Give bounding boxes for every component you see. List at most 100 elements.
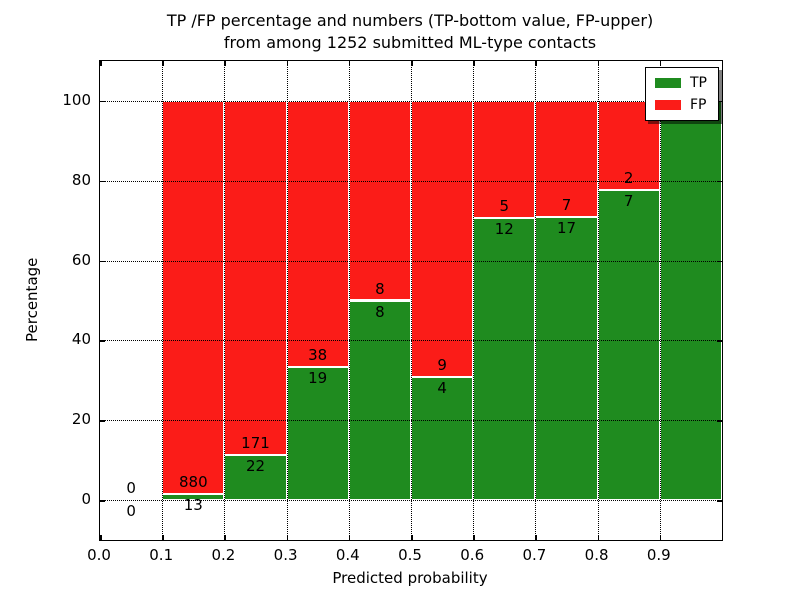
fp-count-label: 8 — [375, 279, 385, 298]
y-tick-label: 20 — [71, 410, 91, 429]
x-tick-label: 0.6 — [460, 546, 485, 564]
fp-count-label: 2 — [623, 168, 634, 187]
y-tick-mark — [717, 100, 722, 103]
x-tick-mark — [411, 61, 413, 66]
legend-entry-fp: FP — [655, 98, 707, 112]
x-tick-mark — [659, 535, 662, 540]
y-tick-mark — [100, 100, 105, 103]
x-gridline — [162, 61, 164, 540]
tp-count-label: 4 — [437, 379, 447, 398]
x-tick-mark — [659, 61, 662, 66]
y-tick-mark — [717, 500, 722, 502]
y-tick-mark — [100, 420, 105, 422]
fp-count-label: 5 — [499, 197, 510, 216]
y-tick-mark — [100, 180, 105, 183]
x-tick-label: 0.7 — [522, 546, 547, 564]
tp-bar — [473, 218, 536, 501]
x-tick-mark — [100, 535, 102, 540]
x-gridline — [535, 61, 537, 540]
y-tick-label: 40 — [71, 330, 91, 349]
y-tick-mark — [100, 260, 105, 263]
y-tick-mark — [100, 340, 105, 342]
x-tick-mark — [473, 61, 475, 66]
x-tick-mark — [162, 535, 164, 540]
x-tick-mark — [348, 535, 351, 540]
tp-bar — [597, 189, 660, 501]
y-tick-mark — [100, 500, 105, 502]
x-tick-label: 0.0 — [87, 546, 111, 564]
legend-swatch-tp — [655, 78, 681, 88]
x-tick-mark — [100, 61, 102, 66]
tp-count-label: 0 — [126, 502, 136, 521]
x-tick-mark — [348, 61, 351, 66]
chart-title-line2: from among 1252 submitted ML-type contac… — [223, 33, 597, 52]
legend: TP FP — [645, 67, 719, 121]
fp-count-label: 880 — [178, 473, 208, 492]
legend-label-fp: FP — [690, 97, 707, 113]
x-gridline — [473, 61, 475, 540]
y-tick-label: 0 — [81, 490, 91, 509]
x-gridline — [411, 61, 412, 540]
fp-count-label: 9 — [437, 356, 447, 375]
x-axis-label: Predicted probability — [332, 569, 488, 587]
fp-bar — [348, 100, 411, 301]
y-tick-mark — [717, 340, 722, 342]
chart-title: TP /FP percentage and numbers (TP-bottom… — [99, 10, 721, 54]
fp-bar — [286, 100, 349, 368]
fp-bar — [535, 100, 598, 218]
x-tick-mark — [535, 61, 537, 66]
x-tick-mark — [597, 61, 600, 66]
legend-label-tp: TP — [690, 75, 707, 91]
tp-bar — [535, 217, 598, 501]
y-tick-label: 80 — [71, 170, 91, 189]
fp-count-label: 0 — [126, 479, 136, 498]
y-tick-labels: 0 20 40 60 80 100 — [0, 60, 91, 539]
x-tick-mark — [286, 535, 289, 540]
x-gridline — [597, 61, 599, 540]
tp-count-label: 22 — [245, 456, 266, 475]
tp-bar — [411, 377, 474, 501]
tp-count-label: 17 — [556, 219, 577, 238]
tp-bar — [224, 454, 287, 501]
x-gridline — [224, 61, 226, 540]
tp-count-label: 19 — [308, 369, 328, 388]
x-tick-label: 0.2 — [211, 546, 236, 564]
legend-swatch-fp — [655, 100, 681, 110]
y-tick-mark — [717, 420, 722, 422]
fp-bar — [224, 100, 287, 455]
y-tick-label: 100 — [62, 90, 91, 109]
y-tick-label: 60 — [71, 250, 91, 269]
x-tick-labels: 0.0 0.1 0.2 0.3 0.4 0.5 0.6 0.7 0.8 0.9 — [87, 546, 721, 564]
x-gridline — [659, 61, 661, 540]
legend-entry-tp: TP — [655, 76, 707, 90]
tp-count-label: 8 — [375, 302, 385, 321]
x-tick-mark — [162, 61, 164, 66]
x-tick-mark — [535, 535, 537, 540]
x-tick-label: 0.5 — [398, 546, 422, 564]
x-gridline — [286, 61, 288, 540]
x-tick-label: 0.9 — [646, 546, 671, 564]
fp-count-label: 7 — [561, 196, 572, 215]
fp-count-label: 171 — [241, 433, 270, 452]
tp-count-label: 7 — [623, 191, 634, 210]
tp-count-label: 13 — [183, 496, 203, 515]
x-tick-label: 0.4 — [335, 546, 360, 564]
fp-bar — [411, 100, 474, 378]
chart-title-line1: TP /FP percentage and numbers (TP-bottom… — [166, 11, 654, 30]
x-tick-label: 0.3 — [273, 546, 298, 564]
fp-bar — [162, 100, 225, 495]
x-tick-label: 0.1 — [149, 546, 174, 564]
y-tick-mark — [717, 260, 722, 263]
x-tick-mark — [224, 61, 226, 66]
y-tick-mark — [717, 180, 722, 183]
x-tick-mark — [597, 535, 600, 540]
x-tick-mark — [224, 535, 226, 540]
x-tick-mark — [411, 535, 413, 540]
x-gridline — [348, 61, 350, 540]
tp-bar — [348, 300, 411, 501]
tp-count-label: 12 — [494, 220, 514, 239]
x-tick-mark — [286, 61, 289, 66]
fp-count-label: 38 — [308, 346, 328, 365]
